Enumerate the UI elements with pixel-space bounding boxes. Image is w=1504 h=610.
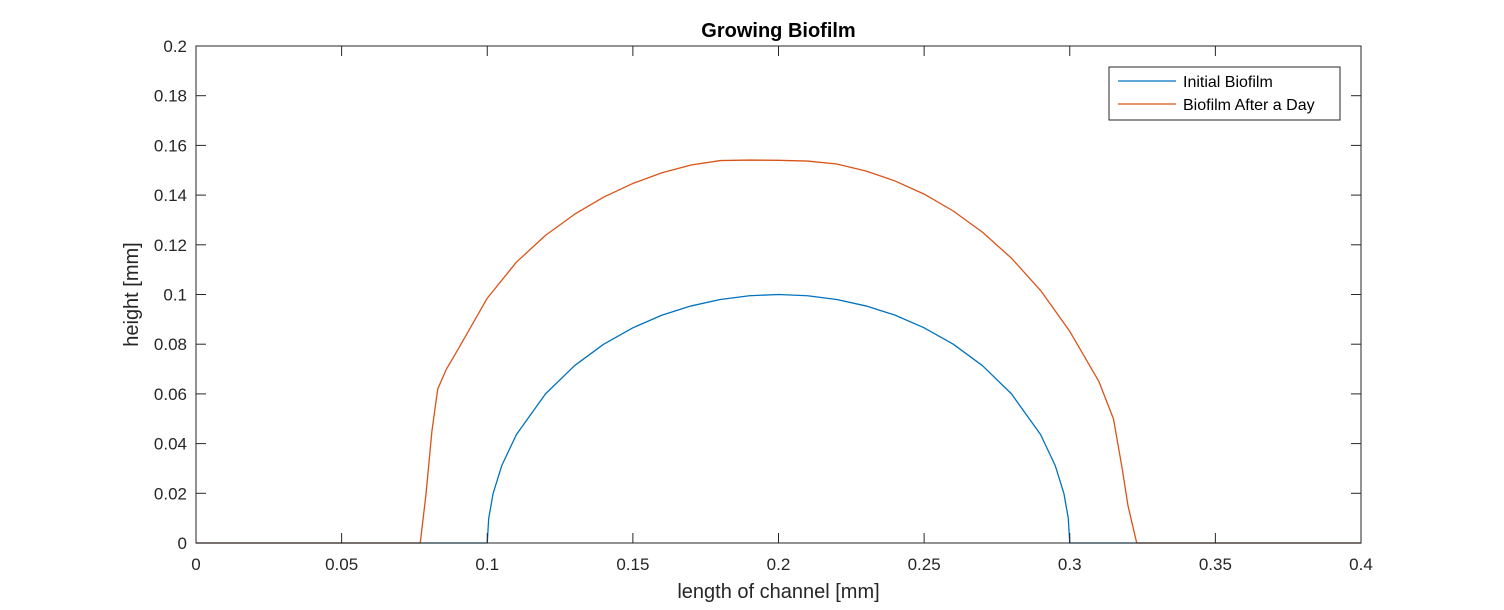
y-tick-label: 0.02 [154, 484, 187, 503]
y-tick-label: 0.06 [154, 385, 187, 404]
x-tick-label: 0.1 [475, 555, 499, 574]
x-tick-label: 0.2 [767, 555, 791, 574]
series-line-biofilm-after-a-day [196, 159, 1361, 544]
x-tick-label: 0.25 [908, 555, 941, 574]
y-tick-label: 0.04 [154, 435, 187, 454]
y-tick-label: 0.2 [163, 37, 187, 56]
ticks-layer: 0 0.05 0.1 0.15 0.2 0.25 0.3 0.35 0.4 0 0.02 0.04 0.… [154, 37, 1373, 574]
series-layer [196, 159, 1361, 544]
x-tick-label: 0.05 [325, 555, 358, 574]
x-axis-label: length of channel [mm] [677, 581, 879, 603]
x-tick-label: 0.4 [1349, 555, 1373, 574]
x-tick-label: 0.15 [616, 555, 649, 574]
x-tick-label: 0.35 [1199, 555, 1232, 574]
legend-box [1108, 66, 1341, 121]
legend: Initial Biofilm Biofilm After a Day [1108, 66, 1341, 121]
x-tick-label: 0.3 [1058, 555, 1082, 574]
y-tick-label: 0.14 [154, 186, 187, 205]
x-tick-label: 0 [191, 555, 200, 574]
series-line-initial-biofilm [196, 293, 1361, 544]
y-tick-label: 0.18 [154, 87, 187, 106]
legend-label-initial-biofilm: Initial Biofilm [1183, 74, 1273, 91]
y-axis-label: height [mm] [121, 242, 143, 346]
y-tick-label: 0.16 [154, 136, 187, 155]
y-tick-label: 0 [178, 534, 187, 553]
y-tick-label: 0.08 [154, 335, 187, 354]
legend-label-biofilm-after-a-day: Biofilm After a Day [1183, 97, 1315, 114]
y-tick-label: 0.1 [163, 286, 187, 305]
chart-title: Growing Biofilm [701, 20, 855, 42]
y-tick-label: 0.12 [154, 236, 187, 255]
